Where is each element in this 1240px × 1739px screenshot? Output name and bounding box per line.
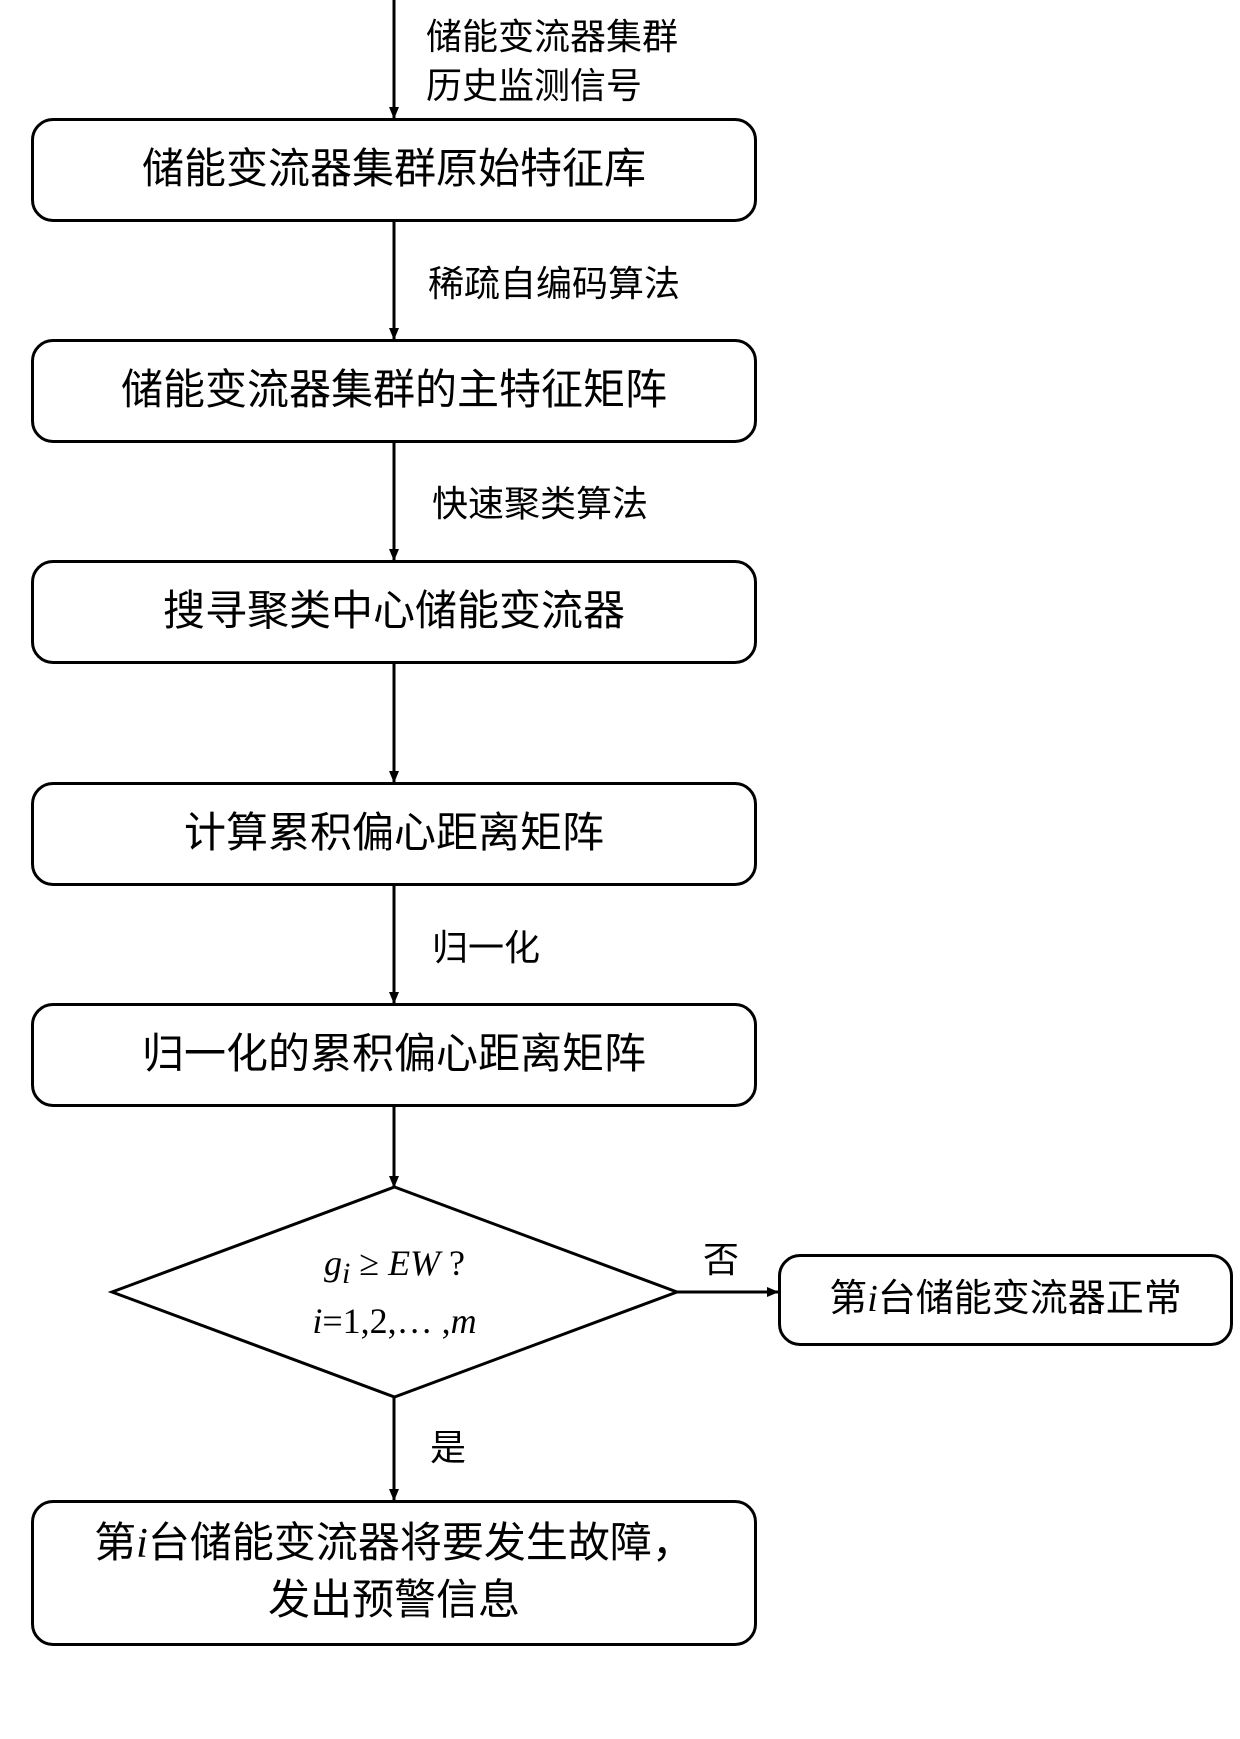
flow-node-n2: 储能变流器集群的主特征矩阵 [31,339,757,443]
edge-label-1: 稀疏自编码算法 [428,260,680,309]
edge-label-7: 是 [430,1424,466,1473]
flow-node-n1: 储能变流器集群原始特征库 [31,118,757,222]
flowchart-container: 储能变流器集群原始特征库储能变流器集群的主特征矩阵搜寻聚类中心储能变流器计算累积… [0,0,1240,1739]
flow-node-n5: 归一化的累积偏心距离矩阵 [31,1003,757,1107]
flow-node-n7: 第i台储能变流器将要发生故障，发出预警信息 [31,1500,757,1646]
flow-node-n3: 搜寻聚类中心储能变流器 [31,560,757,664]
flow-node-n6: 第i台储能变流器正常 [778,1254,1233,1346]
edge-label-4: 归一化 [432,924,540,973]
edge-label-0: 储能变流器集群 历史监测信号 [426,13,678,110]
decision-diamond-text: gi ≥ EW ?i=1,2,… ,m [112,1187,677,1397]
flow-node-n4: 计算累积偏心距离矩阵 [31,782,757,886]
edge-label-6: 否 [703,1236,739,1285]
edge-label-2: 快速聚类算法 [432,480,648,529]
